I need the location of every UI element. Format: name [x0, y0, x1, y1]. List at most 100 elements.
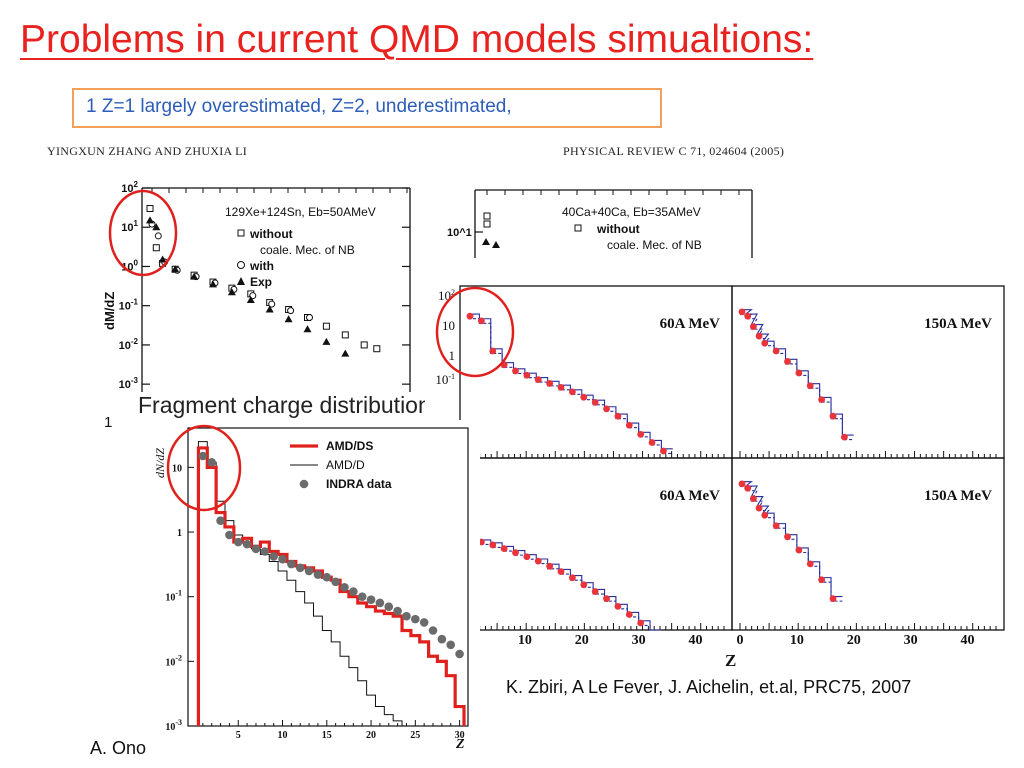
xe-point-without [322, 322, 330, 330]
zbiri-data-point [772, 522, 780, 530]
xe-ytick-label: 10-3 [119, 376, 139, 391]
ono-frame [187, 427, 469, 727]
zbiri-data-point [500, 545, 508, 552]
zbiri-data-point [795, 369, 803, 377]
axis-label-one: 1 [104, 414, 113, 431]
citation-ono: A. Ono [90, 738, 147, 758]
ono-amd-d-line [197, 441, 438, 727]
ono-xtick-label: 15 [322, 730, 332, 741]
ono-indra-point [331, 577, 340, 587]
highlight-circle-ono [166, 424, 242, 512]
ca-ca-title: 40Ca+40Ca, Eb=35AMeV [562, 205, 701, 219]
ono-indra-point [357, 592, 367, 601]
zbiri-xlabel: Z [725, 651, 736, 670]
zbiri-data-point [749, 323, 757, 331]
xe-sn-ticks [142, 187, 410, 385]
ono-xlabel: Z [455, 737, 465, 752]
zbiri-data-point [761, 511, 769, 519]
zbiri-model-line [468, 536, 662, 631]
zbiri-data-point [744, 484, 752, 492]
ono-indra-point [269, 552, 278, 561]
xe-sn-ylabel: dM/dZ [102, 292, 117, 330]
zbiri-panel-label: 60A MeV [660, 316, 721, 332]
ono-legend-label: AMD/D [326, 458, 365, 472]
zbiri-data-point [603, 595, 610, 603]
ono-indra-point [437, 634, 447, 644]
zbiri-xtick-labels: 010203040010203040 [465, 633, 975, 648]
xe-point-with [268, 300, 276, 308]
ca-ca-legend: without coale. Mec. of NB [574, 222, 702, 252]
xe-sn-points [146, 205, 381, 357]
ono-ytick-label: 10-2 [165, 653, 182, 668]
ca-point-exp [482, 238, 490, 245]
zbiri-data-point [580, 581, 588, 589]
ono-ytick-label: 1 [177, 528, 182, 539]
zbiri-data-point [841, 433, 848, 441]
xe-point-with [154, 232, 162, 240]
zbiri-data-point [557, 568, 565, 575]
ono-legend-indra-marker [299, 479, 309, 489]
zbiri-data-point [534, 376, 542, 384]
zbiri-data-point [614, 602, 622, 610]
ono-legend-label: AMD/DS [326, 439, 373, 453]
zbiri-ytick-label: 1 [449, 348, 456, 363]
zbiri-xtick-label: 40 [961, 633, 975, 648]
xe-ytick-label: 101 [121, 219, 138, 234]
highlight-circle-zbiri [435, 286, 515, 378]
zbiri-data-points [466, 308, 848, 627]
zbiri-xtick-label: 20 [575, 633, 589, 648]
xe-point-with [287, 307, 295, 315]
plot-ono-amd: dN/dZ 10 1 10-1 10-2 10-3 5 10 15 20 25 30 Z AMD/… [150, 420, 480, 752]
xe-point-without [152, 244, 160, 252]
ono-indra-point [375, 598, 385, 608]
zbiri-data-point [557, 383, 565, 391]
ca-legend-label: coale. Mec. of NB [607, 238, 702, 252]
ono-xtick-label: 20 [366, 730, 376, 741]
zbiri-xtick-label: 40 [689, 633, 703, 648]
xe-legend-label: coale. Mec. of NB [260, 243, 355, 257]
zbiri-panel-frame [731, 457, 1005, 631]
plot-zbiri-panels: 60A MeV 150A MeV 60A MeV 150A MeV 102 10 1 10-… [425, 282, 1010, 672]
plot-xe-sn-svg: dM/dZ 102 101 100 10-1 10-2 10-3 129Xe+124Sn,… [102, 180, 411, 392]
ono-indra-point [428, 626, 438, 635]
ono-indra-point [260, 547, 270, 556]
zbiri-data-point [755, 504, 763, 512]
zbiri-data-point [489, 347, 497, 355]
paper-header-authors: YINGXUN ZHANG AND ZHUXIA LI [47, 144, 248, 158]
zbiri-ytick-label: 10 [442, 318, 455, 333]
zbiri-data-point [546, 380, 554, 387]
xe-point-exp [152, 223, 161, 231]
plot-ca-ca: 10^1 40Ca+40Ca, Eb=35AMeV without coale. … [447, 188, 767, 258]
zbiri-data-point [523, 553, 531, 561]
ono-ytick-label: 10-3 [165, 718, 182, 733]
highlight-circle-xe-sn [108, 189, 178, 277]
zbiri-panel-label: 150A MeV [924, 488, 992, 504]
ono-indra-point [349, 587, 358, 596]
ono-indra-point [225, 530, 234, 540]
zbiri-data-point [806, 382, 814, 390]
zbiri-panel-label: 60A MeV [660, 488, 721, 504]
zbiri-data-point [625, 611, 633, 618]
zbiri-panel-frame [459, 457, 733, 631]
xe-point-exp [209, 280, 217, 288]
zbiri-data-point [625, 421, 633, 429]
ono-indra-point [322, 572, 332, 582]
plot-ono-svg: dN/dZ 10 1 10-1 10-2 10-3 5 10 15 20 25 30 Z AMD/… [153, 424, 469, 752]
zbiri-panel-frame [731, 285, 1005, 459]
zbiri-model-lines [468, 309, 854, 631]
plot-xe-sn: dM/dZ 102 101 100 10-1 10-2 10-3 129Xe+124Sn,… [100, 180, 430, 410]
xe-ytick-label: 102 [121, 180, 138, 195]
ono-indra-point [366, 595, 376, 604]
xe-point-exp [265, 305, 274, 313]
xe-point-exp [171, 265, 180, 273]
zbiri-data-point [569, 388, 576, 396]
zbiri-data-point [795, 546, 803, 554]
xe-point-exp [322, 337, 331, 345]
xe-legend-label: with [249, 259, 274, 273]
ono-ytick-label: 10-1 [165, 589, 182, 604]
xe-legend-label: Exp [250, 275, 272, 289]
ono-xtick-label: 30 [455, 730, 465, 741]
ono-xtick-label: 10 [278, 730, 288, 741]
zbiri-data-point [523, 371, 531, 379]
zbiri-xtick-label: 30 [904, 633, 918, 648]
